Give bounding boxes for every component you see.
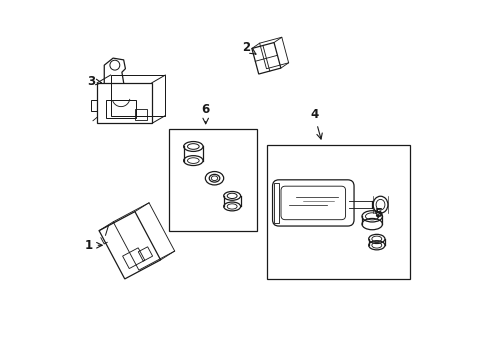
Bar xyxy=(106,100,136,118)
Text: 3: 3 xyxy=(87,75,102,88)
Text: 2: 2 xyxy=(242,41,255,54)
Bar xyxy=(135,109,146,120)
Bar xyxy=(168,129,256,231)
Text: 1: 1 xyxy=(84,239,102,252)
Text: 6: 6 xyxy=(201,103,209,124)
Text: 4: 4 xyxy=(309,108,322,139)
Text: 5: 5 xyxy=(373,207,381,220)
Bar xyxy=(267,145,409,279)
